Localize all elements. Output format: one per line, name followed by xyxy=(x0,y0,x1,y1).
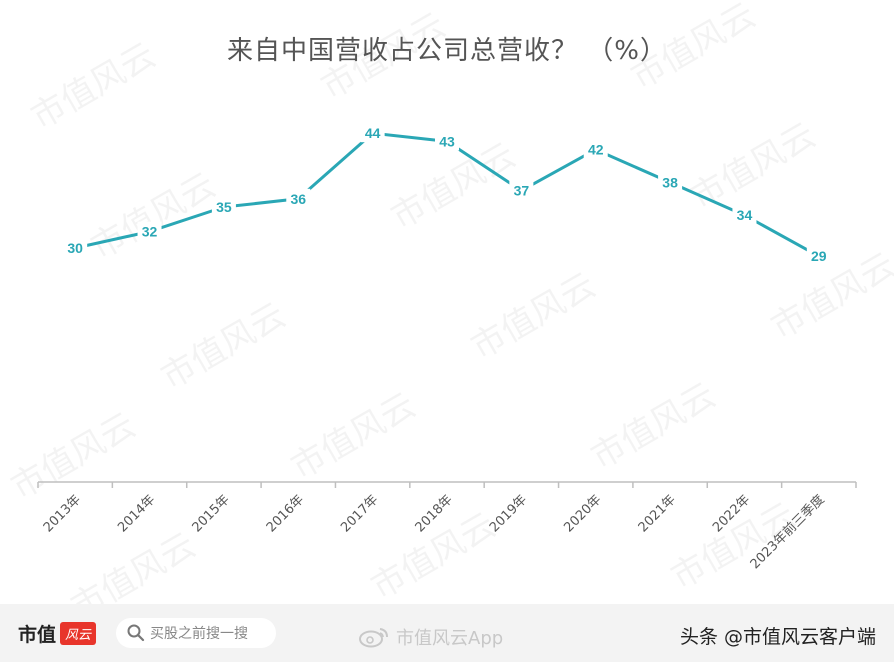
data-label: 36 xyxy=(290,191,306,207)
data-label: 42 xyxy=(588,142,604,158)
brand-badge: 风云 xyxy=(60,622,97,645)
search-box[interactable]: 买股之前搜一搜 xyxy=(116,618,276,648)
data-label-bg xyxy=(806,246,831,266)
watermark-text: 市值风云 xyxy=(25,35,163,138)
chart-card: 来自中国营收占公司总营收？ （%） 市值风云市值风云市值风云市值风云市值风云市值… xyxy=(4,0,894,604)
x-tick-label: 2014年 xyxy=(115,492,158,535)
data-label: 30 xyxy=(67,240,83,256)
weibo-handle-text: 市值风云App xyxy=(396,628,504,649)
x-tick-label: 2021年 xyxy=(636,492,679,535)
brand-text: 市值 xyxy=(18,624,57,646)
x-tick-label: 2020年 xyxy=(561,492,604,535)
x-tick-label: 2016年 xyxy=(264,492,307,535)
x-tick-label: 2017年 xyxy=(338,492,381,535)
data-label-bg xyxy=(211,197,236,216)
watermark-text: 市值风云 xyxy=(625,0,763,98)
watermark-text: 市值风云 xyxy=(585,375,723,478)
data-label: 44 xyxy=(365,125,381,141)
data-label: 43 xyxy=(439,133,455,149)
search-placeholder: 买股之前搜一搜 xyxy=(150,626,248,642)
data-label-bg xyxy=(286,188,311,208)
x-tick-label: 2015年 xyxy=(190,492,233,535)
weibo-handle[interactable]: 市值风云App xyxy=(358,624,503,650)
brand-logo: 市值 风云 xyxy=(18,620,97,647)
data-label: 29 xyxy=(811,248,827,264)
watermark-text: 市值风云 xyxy=(385,135,523,238)
watermark-text: 市值风云 xyxy=(155,295,293,398)
data-label-bg xyxy=(435,131,459,151)
watermark-text: 市值风云 xyxy=(85,165,223,268)
footer-bar: 市值 风云 买股之前搜一搜 市值风云App 头条 @市值风云客户端 xyxy=(0,604,894,662)
data-label-bg xyxy=(63,238,88,257)
source-attribution: 头条 @市值风云客户端 xyxy=(679,626,876,648)
search-icon xyxy=(127,624,145,642)
chart-title: 来自中国营收占公司总营收？ （%） xyxy=(227,36,667,66)
watermark-text: 市值风云 xyxy=(465,265,603,368)
weibo-icon xyxy=(359,628,388,648)
data-label: 37 xyxy=(514,183,530,199)
x-tick-label: 2019年 xyxy=(487,492,530,535)
data-label: 34 xyxy=(737,207,753,223)
data-label-bg xyxy=(137,221,162,241)
watermark-text: 市值风云 xyxy=(685,115,823,218)
data-label: 32 xyxy=(142,224,158,240)
data-label-bg xyxy=(583,139,608,159)
watermark-text: 市值风云 xyxy=(285,385,423,488)
x-tick-label: 2013年 xyxy=(41,492,84,535)
data-label-bg xyxy=(732,205,757,225)
data-label-bg xyxy=(360,123,385,143)
data-label-bg xyxy=(658,172,683,192)
data-label: 35 xyxy=(216,199,232,215)
data-label: 38 xyxy=(662,174,678,190)
data-label-bg xyxy=(509,180,534,200)
watermark-text: 市值风云 xyxy=(315,5,453,108)
watermark-text: 市值风云 xyxy=(65,525,203,604)
line-chart: 市值风云市值风云市值风云市值风云市值风云市值风云市值风云市值风云市值风云市值风云… xyxy=(5,0,894,604)
